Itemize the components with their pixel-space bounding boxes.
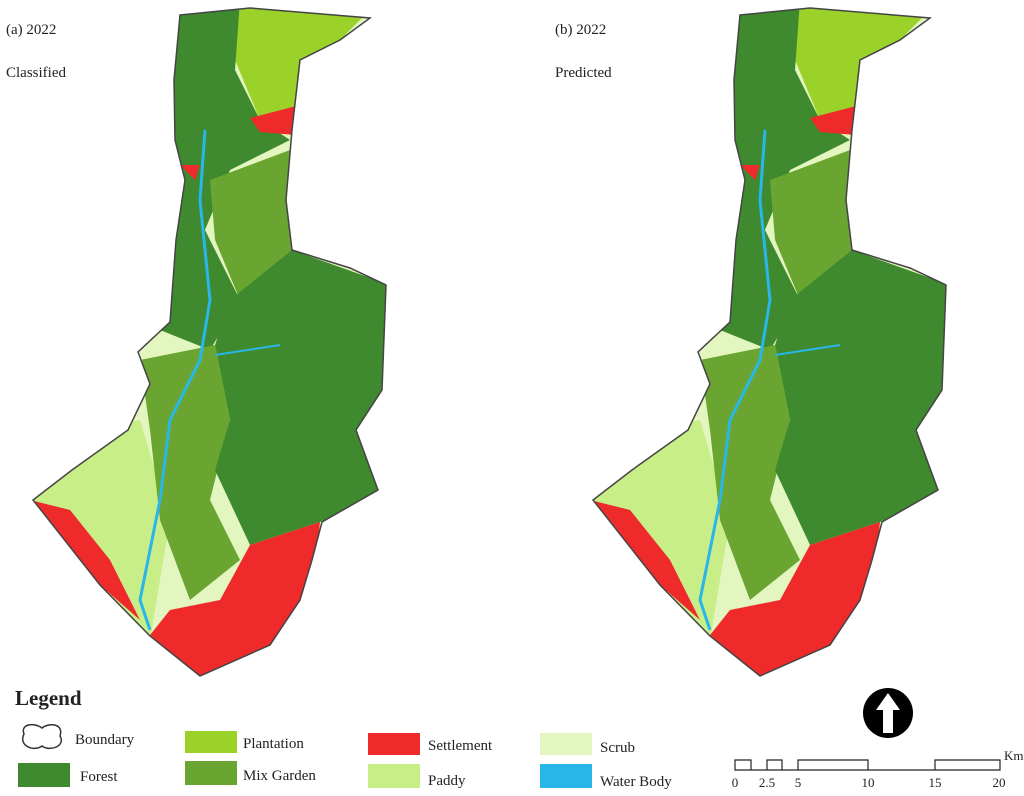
scale-bar [734, 759, 1001, 771]
legend-label: Forest [80, 769, 118, 785]
legend-label: Plantation [243, 736, 304, 752]
legend-title: Legend [15, 686, 82, 710]
legend-label: Boundary [75, 732, 135, 748]
map-caption: Classified [6, 65, 66, 81]
legend-swatch [540, 764, 592, 788]
scale-label: 15 [929, 775, 942, 790]
boundary-icon [21, 723, 63, 750]
legend-label: Water Body [600, 774, 672, 790]
legend-label: Mix Garden [243, 768, 316, 784]
legend-swatch [18, 763, 70, 787]
map-label: (a) 2022 [6, 22, 56, 38]
map-caption: Predicted [555, 65, 612, 81]
map-predicted [560, 0, 960, 700]
map-classified [0, 0, 400, 700]
legend-swatch [185, 731, 237, 753]
map-label: (b) 2022 [555, 22, 606, 38]
legend-swatch [185, 761, 237, 785]
north-arrow [863, 688, 913, 738]
scale-label: 0 [732, 775, 739, 790]
scale-label: 2.5 [759, 775, 775, 790]
legend-label: Paddy [428, 773, 466, 789]
scale-label: 20 [993, 775, 1006, 790]
legend-label: Scrub [600, 740, 635, 756]
legend-swatch [540, 733, 592, 755]
scale-label: 5 [795, 775, 802, 790]
legend-swatch [368, 733, 420, 755]
scale-unit: Km [1004, 748, 1024, 763]
legend-swatch [368, 764, 420, 788]
legend-label: Settlement [428, 738, 493, 754]
scale-label: 10 [862, 775, 875, 790]
